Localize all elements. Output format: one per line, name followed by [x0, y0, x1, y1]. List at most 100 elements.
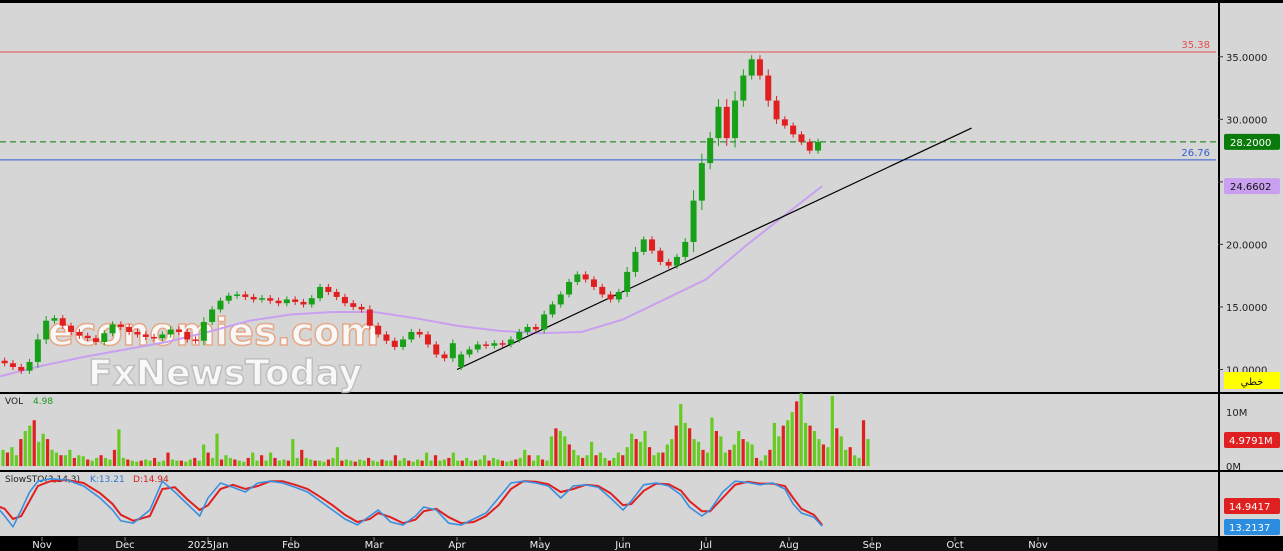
candle — [126, 323, 133, 336]
volume-bar — [108, 459, 112, 466]
month-label: May — [530, 540, 551, 551]
volume-bar — [429, 460, 433, 466]
candle-body — [126, 326, 133, 332]
volume-bar — [523, 449, 527, 466]
candle — [84, 332, 91, 342]
volume-bar — [148, 460, 152, 466]
candle — [109, 321, 116, 337]
volume-bar — [835, 428, 839, 466]
candle-body — [723, 106, 730, 139]
candle-body — [673, 256, 680, 266]
volume-bar — [389, 460, 393, 466]
volume-bar — [558, 431, 562, 466]
volume-bar — [487, 460, 491, 466]
volume-bar — [237, 460, 241, 466]
candle-body — [756, 59, 763, 76]
candle — [474, 341, 481, 353]
candle-body — [184, 331, 191, 340]
support-label: 26.76 — [1181, 148, 1210, 159]
volume-bar — [59, 455, 63, 466]
candle-body — [491, 343, 498, 346]
volume-last-tag-bg — [1224, 432, 1280, 448]
candle-body — [209, 309, 216, 322]
volume-bar — [581, 457, 585, 466]
candle — [275, 297, 282, 307]
volume-bar — [179, 460, 183, 466]
candle — [117, 321, 124, 331]
candle-body — [740, 75, 747, 101]
volume-bar — [491, 457, 496, 466]
scale-mode-label: خطي — [1241, 377, 1264, 388]
candle — [649, 236, 656, 254]
volume-bar — [54, 452, 59, 466]
candle-body — [142, 334, 149, 337]
candle-body — [59, 318, 66, 326]
volume-bar — [326, 459, 331, 466]
candle — [51, 315, 58, 324]
volume-bar — [37, 441, 41, 466]
candle-body — [665, 261, 672, 266]
volume-bar — [612, 457, 616, 466]
volume-bar — [161, 460, 166, 466]
stoch-panel-bg[interactable] — [0, 472, 1218, 536]
candle-body — [76, 331, 83, 336]
ma-value-tag-bg — [1224, 178, 1280, 195]
candle-body — [317, 286, 324, 299]
month-label: Nov — [1028, 540, 1048, 551]
stoch-d-value: D:14.94 — [133, 475, 169, 485]
candle — [557, 291, 564, 308]
volume-bar — [603, 457, 607, 466]
volume-bar — [358, 459, 362, 466]
candle — [466, 346, 473, 358]
volume-bar — [518, 457, 522, 466]
volume-bar — [442, 459, 447, 466]
candle-body — [84, 335, 91, 339]
volume-bar — [72, 457, 76, 466]
candle — [665, 258, 672, 269]
volume-bar — [821, 444, 826, 466]
volume-bar — [763, 455, 768, 466]
volume-bar — [371, 460, 375, 466]
volume-bar — [50, 449, 54, 466]
volume-bar — [313, 460, 317, 466]
volume-bar — [790, 412, 794, 466]
time-axis-bg[interactable] — [78, 537, 1218, 551]
volume-bar — [496, 459, 500, 466]
candles[interactable] — [0, 55, 822, 374]
month-label: Nov — [32, 540, 52, 551]
volume-bar — [585, 455, 589, 466]
stoch-k-tag: 13.2137 — [1229, 523, 1270, 534]
candle — [773, 95, 780, 125]
volume-bar — [786, 420, 790, 466]
volume-bar — [282, 459, 286, 466]
candle — [615, 288, 622, 303]
volume-bar — [90, 460, 94, 466]
volume-bar — [696, 441, 701, 466]
volume-bar — [714, 431, 719, 466]
volume-bar — [616, 452, 620, 466]
volume-bars[interactable] — [1, 393, 870, 466]
candle — [366, 305, 373, 330]
volume-bar — [228, 457, 232, 466]
volume-bar — [367, 457, 371, 466]
volume-bar — [563, 436, 567, 466]
volume-label: VOL — [5, 397, 23, 407]
candle-body — [408, 331, 415, 340]
candle — [134, 328, 141, 338]
volume-bar — [291, 439, 295, 466]
candle — [815, 138, 822, 154]
month-label: Aug — [779, 540, 799, 551]
candle — [707, 131, 714, 170]
volume-bar — [572, 449, 576, 466]
volume-panel-bg[interactable] — [0, 394, 1218, 470]
candle-body — [624, 271, 631, 292]
volume-bar — [803, 422, 808, 466]
volume-bar — [554, 428, 558, 466]
candle-body — [781, 119, 788, 126]
candle — [76, 328, 83, 339]
candle — [209, 306, 216, 326]
volume-bar — [531, 460, 536, 466]
price-axis-bg[interactable] — [1220, 3, 1283, 392]
candle-body — [109, 324, 116, 334]
